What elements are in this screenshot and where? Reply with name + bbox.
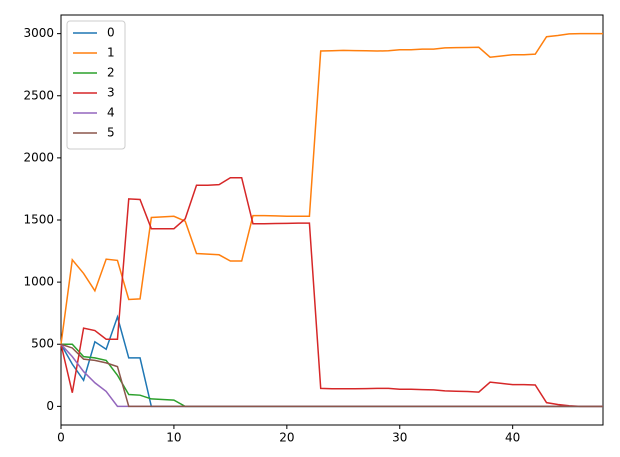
legend-label: 3 <box>107 86 115 100</box>
series-line <box>60 343 603 408</box>
plot-area <box>60 14 604 426</box>
y-tick-label: 2500 <box>23 88 54 102</box>
x-tick-label: 10 <box>166 431 181 445</box>
series-line <box>60 32 603 345</box>
y-tick-label: 1500 <box>23 213 54 227</box>
legend-label: 1 <box>107 46 115 60</box>
y-tick-label: 0 <box>46 399 54 413</box>
legend-box <box>66 20 126 150</box>
y-tick-label: 500 <box>31 337 54 351</box>
legend-label: 2 <box>107 66 115 80</box>
legend-label: 5 <box>107 126 115 140</box>
series-line <box>60 177 603 408</box>
x-tick-label: 0 <box>57 431 65 445</box>
y-tick-label: 1000 <box>23 275 54 289</box>
y-tick-label: 3000 <box>23 26 54 40</box>
legend-label: 4 <box>107 106 115 120</box>
y-tick-label: 2000 <box>23 150 54 164</box>
x-tick-label: 30 <box>392 431 407 445</box>
x-tick-label: 40 <box>505 431 520 445</box>
legend-label: 0 <box>107 26 115 40</box>
x-tick-label: 20 <box>279 431 294 445</box>
